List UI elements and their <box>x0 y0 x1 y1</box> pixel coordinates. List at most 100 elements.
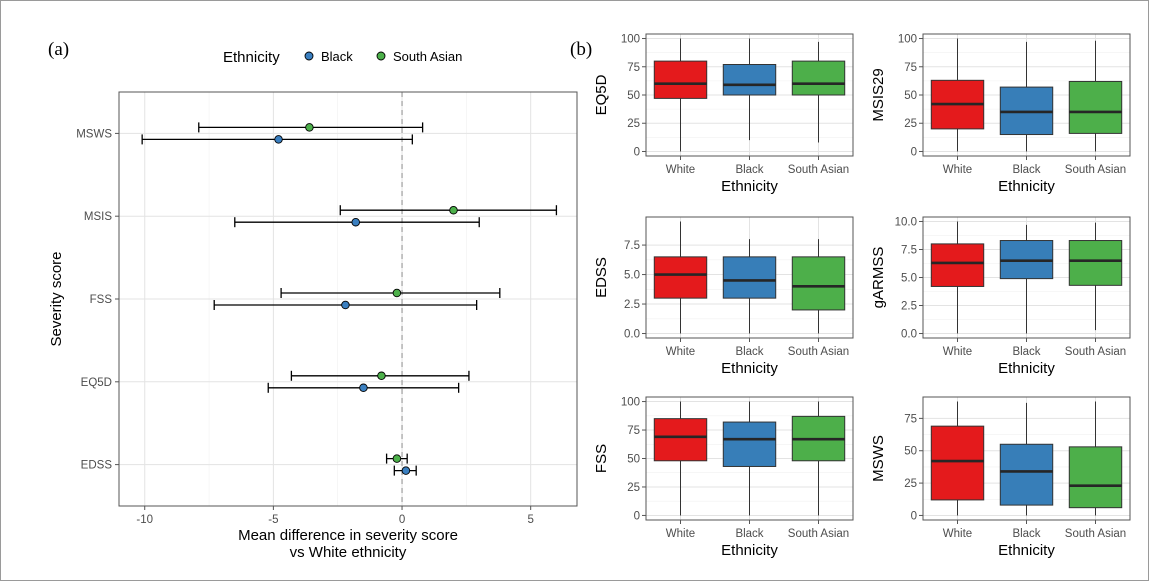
y-tick-label: EQ5D <box>81 377 112 389</box>
y-tick-label: 2.5 <box>624 299 640 311</box>
x-axis-title: Ethnicity <box>998 178 1055 195</box>
y-tick-label: 2.5 <box>901 301 917 313</box>
data-point <box>274 135 283 144</box>
data-point <box>377 371 386 381</box>
x-tick-label: Black <box>1012 164 1040 176</box>
y-axis-title: Severity score <box>48 251 65 346</box>
y-tick-label: 100 <box>621 34 640 46</box>
y-tick-label: 50 <box>627 90 640 102</box>
legend-title: Ethnicity <box>223 49 280 66</box>
x-tick-label: -5 <box>268 514 278 526</box>
x-tick-label: White <box>943 346 972 358</box>
x-tick-label: South Asian <box>788 164 849 176</box>
legend-label-black: Black <box>321 49 353 64</box>
y-tick-label: 5.0 <box>901 273 917 285</box>
box-black <box>722 256 777 299</box>
y-axis-title: EDSS <box>593 257 610 298</box>
data-point <box>449 205 458 215</box>
box-south-asian <box>791 256 846 311</box>
box-south-asian <box>1068 446 1123 509</box>
box-white <box>930 425 985 501</box>
y-tick-label: 5.0 <box>624 270 640 282</box>
y-tick-label: 75 <box>627 425 640 437</box>
y-tick-label: 75 <box>627 62 640 74</box>
y-axis-title: FSS <box>593 444 610 473</box>
x-tick-label: Black <box>735 528 763 540</box>
y-tick-label: 50 <box>904 446 917 458</box>
x-tick-label: Black <box>1012 346 1040 358</box>
x-axis-title: Mean difference in severity score vs Whit… <box>238 527 458 561</box>
box-panel-msis29: 0 25 50 75 100 White Black South Asian Ethnicity… <box>870 33 1131 195</box>
box-south-asian <box>1068 80 1123 134</box>
x-tick-label: 5 <box>527 514 533 526</box>
y-tick-label: 50 <box>904 90 917 102</box>
legend: Ethnicity Black South Asian <box>223 49 462 66</box>
box-white <box>653 418 708 462</box>
panel-a: MSWS MSIS FSS EQ5D EDSS -10 -5 0 5 Mean differenc… <box>48 39 578 561</box>
y-tick-label: FSS <box>90 294 113 306</box>
y-tick-label: 25 <box>627 482 640 494</box>
box-panel-fss: 0 25 50 75 100 White Black South Asian Ethnicity… <box>593 396 854 559</box>
legend-key-south-asian <box>376 51 386 61</box>
panel-label-b: (b) <box>570 39 592 60</box>
x-tick-label: White <box>666 528 695 540</box>
box-black <box>999 443 1054 506</box>
y-tick-label: 25 <box>627 118 640 130</box>
y-tick-label: 75 <box>904 413 917 425</box>
y-tick-label: 75 <box>904 62 917 74</box>
y-tick-label: MSWS <box>76 128 112 140</box>
y-tick-label: MSIS <box>84 211 112 223</box>
x-tick-label: South Asian <box>1065 528 1126 540</box>
x-tick-label: White <box>666 164 695 176</box>
legend-label-south-asian: South Asian <box>393 49 462 64</box>
box-panel-edss: 0.0 2.5 5.0 7.5 White Black South Asian Ethnici… <box>593 216 854 377</box>
y-tick-label: 0 <box>634 510 640 522</box>
y-tick-label: 7.5 <box>901 244 917 256</box>
y-tick-label: 10.0 <box>895 216 917 228</box>
box-south-asian <box>791 60 846 96</box>
y-tick-label: 0 <box>634 146 640 158</box>
box-south-asian <box>1068 240 1123 286</box>
data-point <box>351 217 360 227</box>
data-point <box>401 466 411 475</box>
x-axis-title: Ethnicity <box>721 178 778 195</box>
y-tick-label: 0.0 <box>624 329 640 341</box>
y-axis-title: gARMSS <box>870 247 887 309</box>
x-tick-label: White <box>666 346 695 358</box>
data-point <box>341 300 350 310</box>
x-tick-label: 0 <box>399 514 405 526</box>
x-tick-label: White <box>943 528 972 540</box>
box-panel-msws: 0 25 50 75 White Black South Asian Ethnicity MSW… <box>870 396 1131 559</box>
box-panel-eq5d: 0 25 50 75 100 White Black South Asian Ethnicity… <box>593 33 854 195</box>
box-panel-garmss: 0.0 2.5 5.0 7.5 10.0 White Black South Asian Eth… <box>870 216 1131 377</box>
y-tick-label: 0.0 <box>901 329 917 341</box>
box-black <box>722 64 777 96</box>
x-tick-label: South Asian <box>788 528 849 540</box>
x-tick-label: Black <box>735 164 763 176</box>
x-tick-label: Black <box>1012 528 1040 540</box>
box-white <box>930 243 985 287</box>
y-tick-label: 50 <box>627 454 640 466</box>
panel-label-a: (a) <box>48 39 69 60</box>
y-axis-title: MSWS <box>870 435 887 482</box>
x-tick-label: South Asian <box>1065 164 1126 176</box>
data-point <box>392 288 402 298</box>
x-tick-label: South Asian <box>1065 346 1126 358</box>
x-tick-label: South Asian <box>788 346 849 358</box>
y-tick-label: 100 <box>621 397 640 409</box>
y-tick-label: 0 <box>911 510 917 522</box>
data-point <box>359 383 368 393</box>
data-point <box>392 454 402 463</box>
legend-key-black <box>304 51 314 61</box>
x-axis-title: Ethnicity <box>998 542 1055 559</box>
x-axis-title: Ethnicity <box>721 542 778 559</box>
y-axis-title: EQ5D <box>593 74 610 115</box>
box-white <box>653 256 708 299</box>
x-axis-title: Ethnicity <box>721 360 778 377</box>
y-tick-label: 25 <box>904 118 917 130</box>
y-tick-label: 100 <box>898 34 917 46</box>
x-axis-title: Ethnicity <box>998 360 1055 377</box>
x-tick-label: -10 <box>136 514 153 526</box>
